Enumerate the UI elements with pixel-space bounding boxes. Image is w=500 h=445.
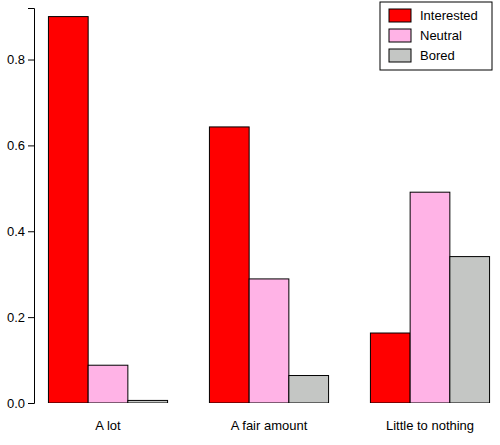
y-tick-mark (28, 145, 34, 146)
y-tick: 0.6 (7, 138, 34, 153)
chart: 0.0 0.2 0.4 0.6 0.8 A lot A fair amount Little … (0, 0, 500, 445)
y-tick: 0.2 (7, 310, 34, 325)
bar (249, 279, 289, 403)
x-tick: A fair amount (231, 418, 308, 433)
y-tick: 0.8 (7, 52, 34, 67)
bar (410, 192, 450, 403)
y-tick-mark (28, 403, 34, 404)
legend-label: Bored (420, 48, 455, 63)
y-tick-label: 0.8 (7, 52, 25, 67)
x-tick-label: A fair amount (231, 418, 308, 433)
y-tick-label: 0.6 (7, 138, 25, 153)
bar (209, 127, 249, 403)
plot: 0.0 0.2 0.4 0.6 0.8 A lot A fair amount Little … (7, 9, 490, 433)
x-axis: A lot A fair amount Little to nothing (95, 418, 474, 433)
legend-label: Neutral (420, 28, 462, 43)
x-tick: A lot (95, 418, 121, 433)
legend-swatch (389, 49, 411, 62)
legend-swatch (389, 29, 411, 42)
bar (48, 17, 88, 403)
bar (289, 376, 329, 403)
bars (48, 17, 489, 403)
legend-swatch (389, 9, 411, 22)
y-axis: 0.0 0.2 0.4 0.6 0.8 (7, 9, 35, 411)
y-tick-label: 0.2 (7, 310, 25, 325)
x-tick-label: A lot (95, 418, 121, 433)
bar (450, 257, 490, 403)
legend-box (380, 2, 492, 70)
bar (128, 400, 168, 403)
legend-label: Interested (420, 8, 478, 23)
y-axis-line (28, 9, 35, 404)
x-tick: Little to nothing (386, 418, 474, 433)
legend: Interested Neutral Bored (380, 2, 492, 70)
y-tick-mark (28, 231, 34, 232)
y-tick-label: 0.0 (7, 396, 25, 411)
y-tick: 0.4 (7, 224, 34, 239)
y-tick-label: 0.4 (7, 224, 25, 239)
bar (370, 333, 410, 403)
x-tick-label: Little to nothing (386, 418, 474, 433)
y-tick-mark (28, 60, 34, 61)
y-tick: 0.0 (7, 396, 34, 411)
y-tick-mark (28, 317, 34, 318)
bar (88, 365, 128, 403)
